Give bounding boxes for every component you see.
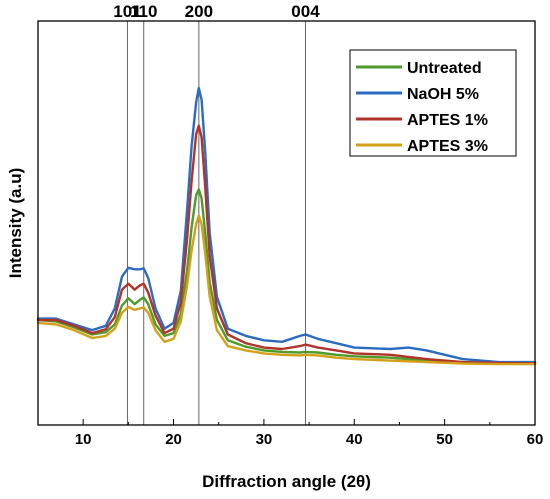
series-line-aptes-1- [36,124,537,365]
legend: Untreated NaOH 5% APTES 1% APTES 3% [349,49,517,157]
x-axis-title: Diffraction angle (2θ) [202,472,371,491]
legend-label-naoh-5-: NaOH 5% [407,86,479,103]
series-line-aptes-3- [36,214,537,366]
x-tick-label-10: 10 [75,431,92,448]
reference-lines [126,21,306,425]
plot-frame [37,20,536,426]
x-tick-label-20: 20 [165,431,182,448]
peak-label-110: 110 [130,2,157,21]
legend-label-aptes-3-: APTES 3% [407,138,488,155]
series-line-untreated [36,188,537,365]
x-tick-label-50: 50 [436,431,453,448]
y-axis-title: Intensity (a.u) [6,168,25,279]
x-tick-label-30: 30 [256,431,273,448]
x-tick-label-60: 60 [527,431,544,448]
series-layer [36,86,537,366]
legend-label-aptes-1-: APTES 1% [407,112,488,129]
x-tick-label-40: 40 [346,431,363,448]
x-ticks: 10 20 30 40 50 60 [37,419,544,448]
peak-label-200: 200 [185,2,213,21]
peak-label-004: 004 [291,2,320,21]
peak-label-101: 101 [113,2,141,21]
series-line-naoh-5- [36,86,537,364]
legend-label-untreated: Untreated [407,60,482,77]
